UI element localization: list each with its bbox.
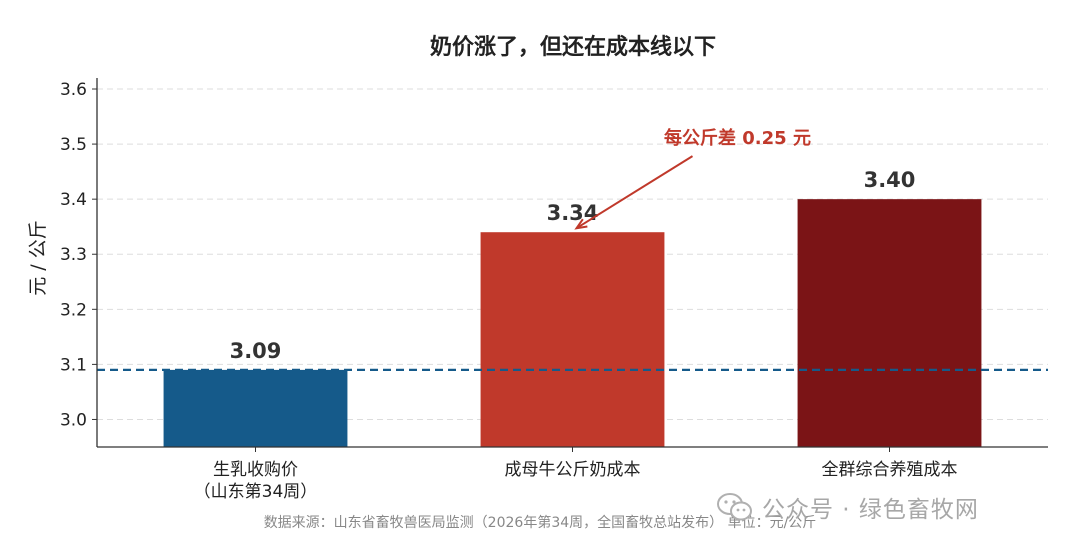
x-tick-label: 全群综合养殖成本 [822,460,958,480]
source-note: 数据来源：山东省畜牧兽医局监测（2026年第34周，全国畜牧总站发布） 单位：元… [264,514,817,531]
x-tick-label-line: （山东第34周） [194,482,318,502]
y-tick-label: 3.0 [60,410,87,430]
bar [163,369,348,447]
bar-value-label: 3.34 [547,201,599,225]
x-tick-label-line: 成母牛公斤奶成本 [505,460,641,480]
watermark: 公众号 · 绿色畜牧网 [716,487,979,527]
chart-title: 奶价涨了，但还在成本线以下 [430,34,716,60]
y-axis-label: 元 / 公斤 [27,220,49,295]
x-tick-label: 生乳收购价（山东第34周） [194,460,318,502]
annotation-arrow [575,155,694,230]
bar-value-label: 3.40 [864,168,916,192]
x-tick-label: 成母牛公斤奶成本 [505,460,641,480]
x-tick-label-line: 全群综合养殖成本 [822,460,958,480]
x-tick-label-line: 生乳收购价 [213,460,298,480]
y-tick-label: 3.5 [60,135,87,155]
y-tick-label: 3.6 [60,80,87,100]
axes [92,78,1048,452]
watermark-text: 公众号 · 绿色畜牧网 [762,497,979,523]
annotation-text: 每公斤差 0.25 元 [664,127,811,149]
y-tick-label: 3.1 [60,355,87,375]
y-tick-label: 3.4 [60,190,87,210]
y-tick-label: 3.3 [60,245,87,265]
bars [97,199,1048,447]
bar [797,199,982,447]
annotation-arrowhead [574,218,588,230]
labels: 3.0 3.1 3.2 3.3 3.4 3.5 3.6 3.09 3.34 3.40 生乳收购价（山… [60,80,958,502]
y-tick-label: 3.2 [60,300,87,320]
bar-value-label: 3.09 [230,339,282,363]
bar [480,232,665,447]
wechat-logo-icon [717,493,752,521]
